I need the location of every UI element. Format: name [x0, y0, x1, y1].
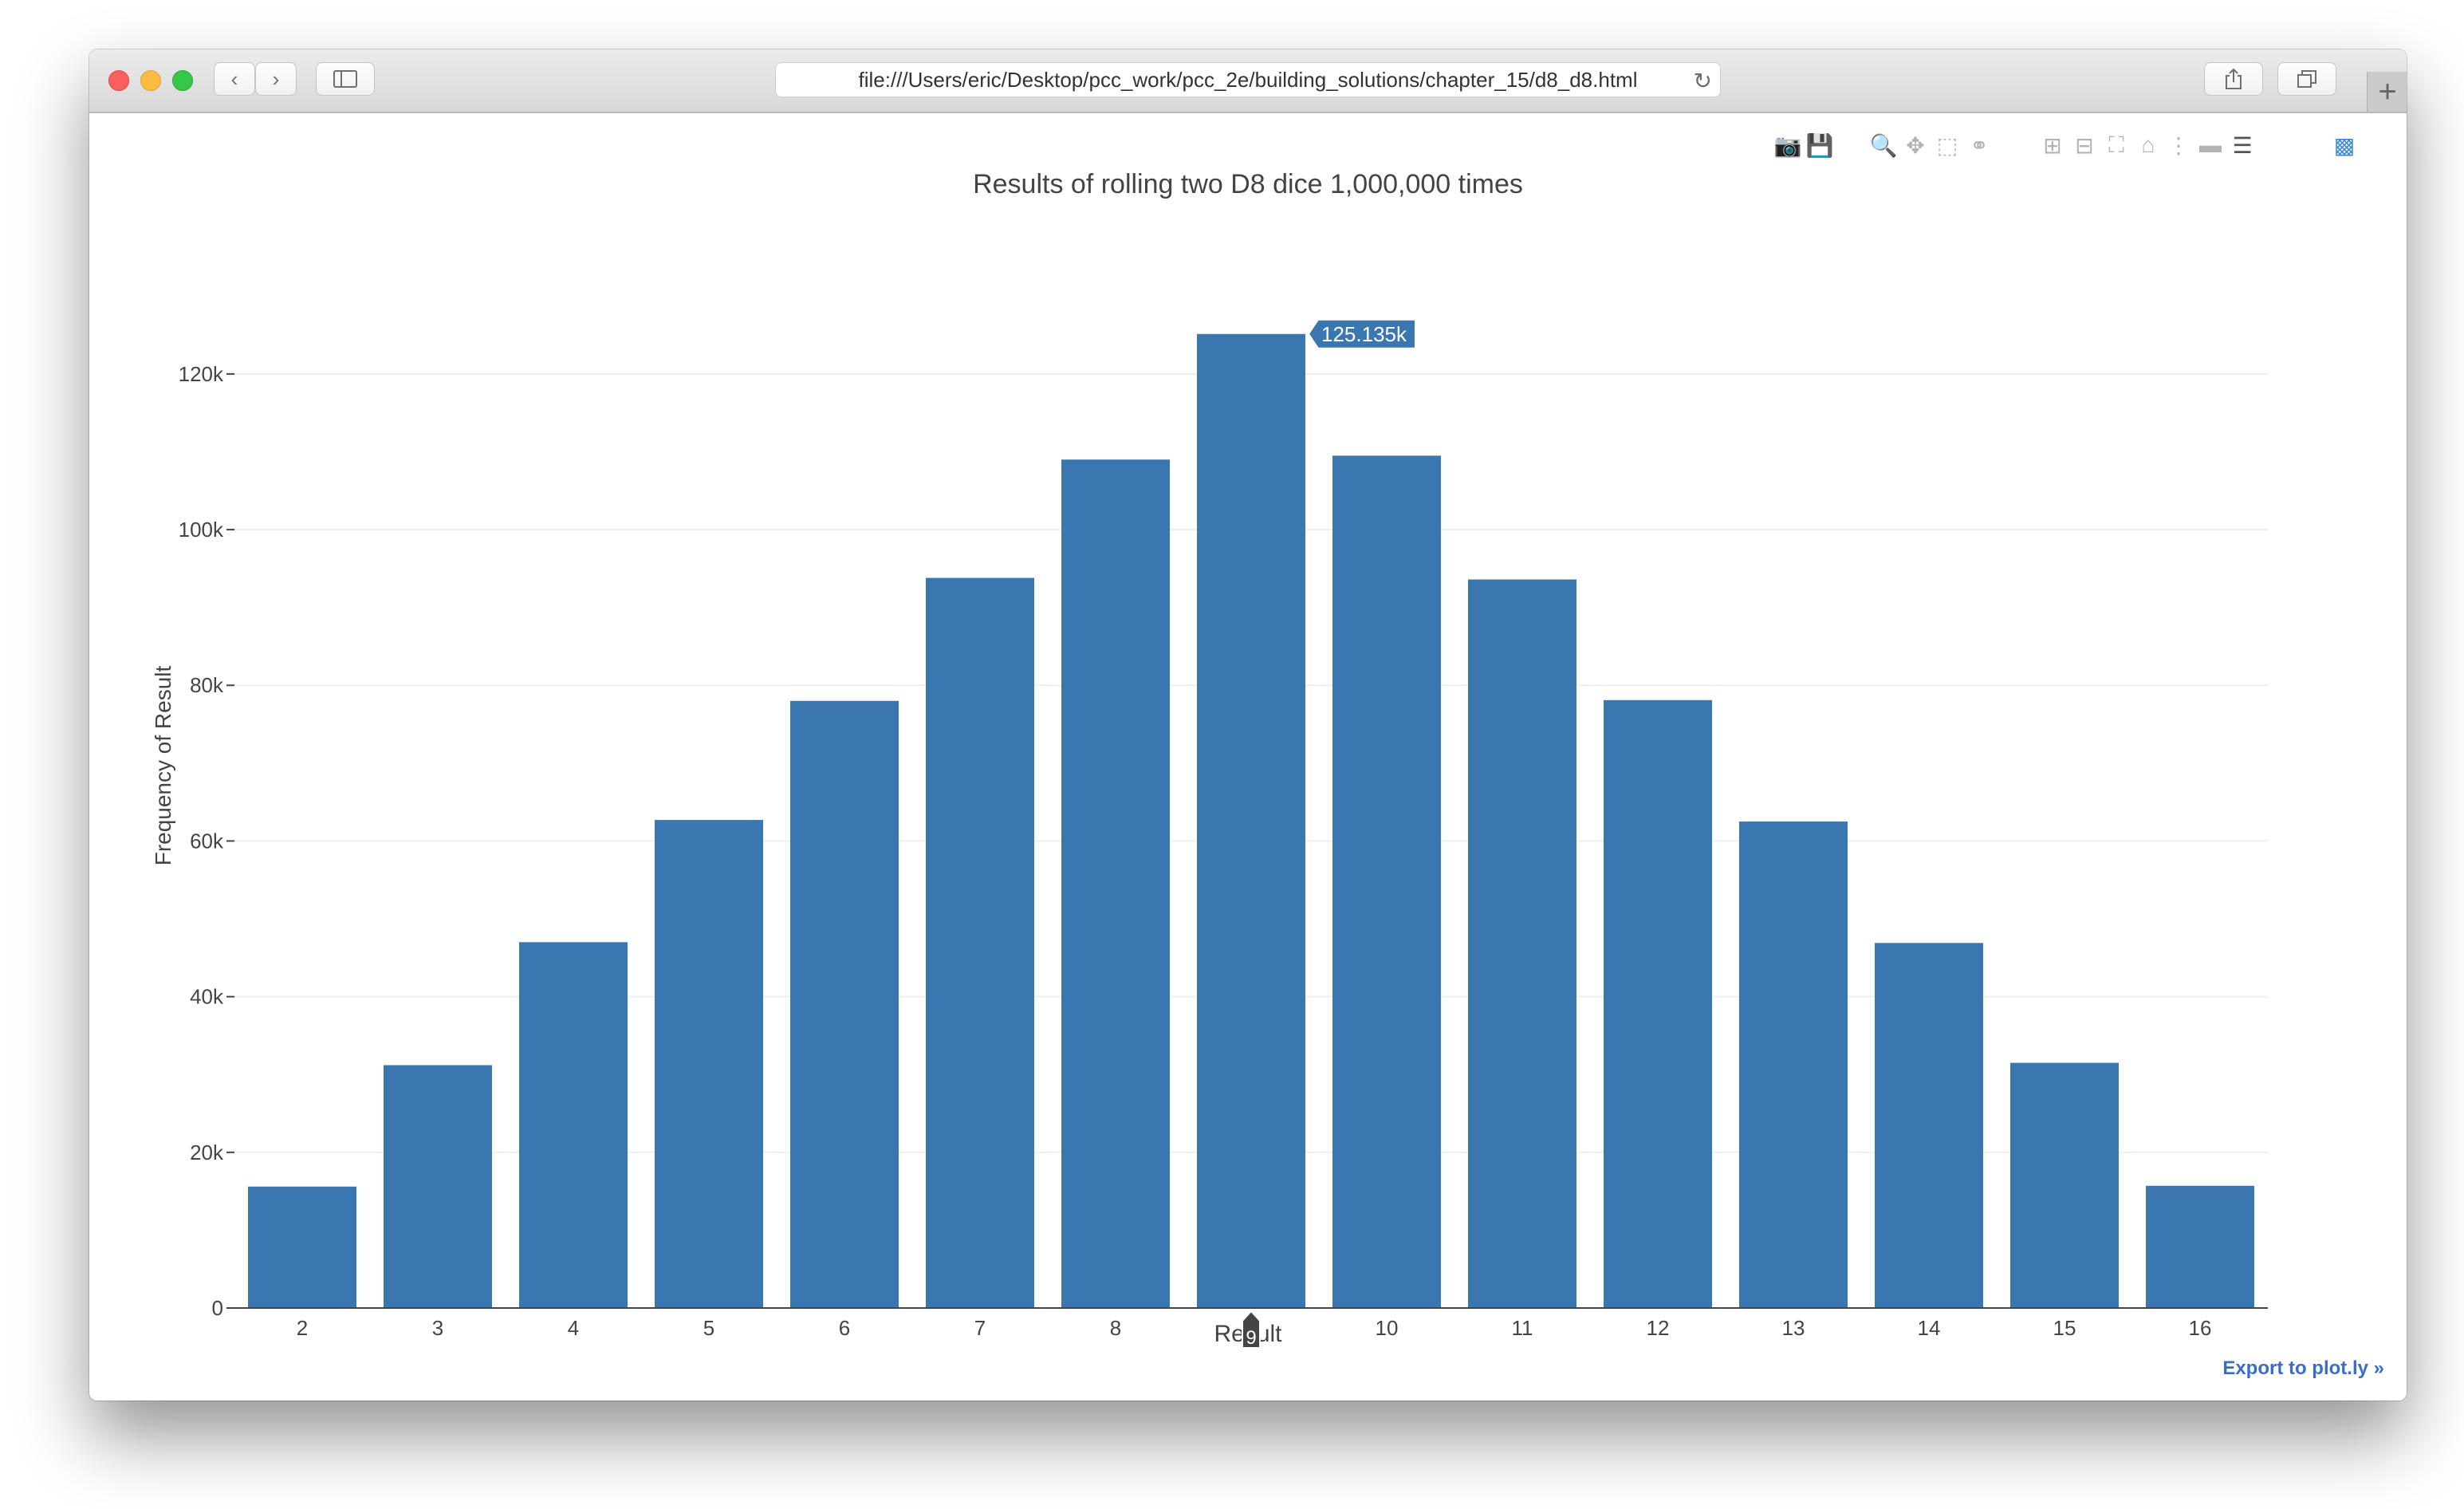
x-tick-label: 11 [1512, 1316, 1533, 1340]
y-tick-label: 80k [190, 673, 224, 697]
plot-modebar-select: 🔍 ✥ ⬚ ⚭ [1868, 129, 1995, 161]
sidebar-icon [333, 70, 357, 88]
x-tick-label: 2 [297, 1316, 308, 1340]
bar-11 [1468, 579, 1576, 1308]
y-tick-label: 20k [190, 1141, 224, 1164]
save-icon[interactable]: 💾 [1805, 132, 1834, 158]
x-tick-label: 12 [1647, 1316, 1670, 1340]
x-tick-label: 10 [1376, 1316, 1399, 1340]
hover-x-label: 9 [1246, 1327, 1256, 1349]
spike-lines-icon[interactable]: ⋮ [2167, 132, 2190, 158]
x-tick-label: 13 [1782, 1316, 1805, 1340]
bar-15 [2010, 1062, 2119, 1308]
minimize-window-button[interactable] [140, 70, 161, 91]
hover-closest-icon[interactable]: ▬ [2199, 132, 2222, 157]
camera-icon[interactable]: 📷 [1773, 132, 1802, 158]
tabs-icon [2297, 70, 2316, 88]
plot-modebar-hover: ⋮ ▬ ☰ [2163, 129, 2258, 161]
bar-16 [2146, 1185, 2254, 1308]
bar-chart: Results of rolling two D8 dice 1,000,000… [151, 169, 2268, 1349]
hover-compare-icon[interactable]: ☰ [2232, 132, 2253, 158]
tabs-overview-button[interactable] [2277, 62, 2336, 96]
sidebar-button[interactable] [316, 62, 375, 96]
browser-window: ‹ › file:///Users/eric/Desktop/pcc_work/… [89, 49, 2407, 1401]
plot-modebar: 📷 💾 [1772, 129, 1836, 161]
export-to-plotly-link[interactable]: Export to plot.ly » [2222, 1357, 2384, 1379]
y-tick-label: 40k [190, 985, 224, 1009]
hover-x-box [1242, 1310, 1261, 1349]
x-tick-label: 16 [2189, 1316, 2212, 1340]
y-tick-label: 120k [179, 362, 224, 386]
bar-8 [1061, 459, 1170, 1308]
autoscale-icon[interactable]: ⛶ [2108, 132, 2124, 157]
bar-3 [384, 1065, 492, 1308]
zoom-window-button[interactable] [172, 70, 193, 91]
plot-modebar-zoom: ⊞ ⊟ ⛶ ⌂ [2037, 129, 2164, 161]
share-button[interactable] [2204, 62, 2263, 96]
bar-5 [655, 820, 763, 1308]
hover-value-box [1307, 318, 1416, 349]
back-button[interactable]: ‹ [214, 62, 255, 96]
reload-icon[interactable]: ↻ [1693, 69, 1712, 93]
bar-13 [1739, 821, 1848, 1308]
x-tick-label: 15 [2053, 1316, 2076, 1340]
box-select-icon[interactable]: ⬚ [1936, 132, 1958, 158]
y-tick-label: 0 [212, 1296, 223, 1320]
y-tick-label: 60k [190, 829, 224, 853]
y-axis-title: Frequency of Result [151, 666, 175, 866]
zoom-out-icon[interactable]: ⊟ [2075, 132, 2094, 158]
zoom-icon[interactable]: 🔍 [1869, 132, 1898, 158]
axes: 0 20k 40k 60k 80k 100k 120k 2 3 4 5 6 7 8 10 11 12 13 14 15… [179, 362, 2268, 1340]
x-tick-label: 8 [1110, 1316, 1121, 1340]
bar-6 [790, 700, 899, 1308]
bar-9 [1197, 333, 1305, 1308]
bars [248, 333, 2254, 1308]
hover-labels: 125.135k 9 [1242, 318, 1416, 1349]
new-tab-button[interactable]: + [2367, 72, 2407, 112]
address-bar[interactable]: file:///Users/eric/Desktop/pcc_work/pcc_… [775, 62, 1721, 97]
bar-10 [1332, 455, 1441, 1308]
reset-axes-icon[interactable]: ⌂ [2141, 132, 2155, 157]
chevron-right-icon: › [272, 66, 280, 91]
bar-4 [519, 942, 628, 1308]
close-window-button[interactable] [108, 70, 129, 91]
x-tick-label: 5 [703, 1316, 714, 1340]
plot-modebar-logo: ▩ [2328, 129, 2360, 161]
x-tick-label: 14 [1918, 1316, 1941, 1340]
y-tick-label: 100k [179, 518, 224, 542]
x-tick-label: 4 [568, 1316, 579, 1340]
title-bar: ‹ › file:///Users/eric/Desktop/pcc_work/… [89, 49, 2407, 113]
plus-icon: + [2378, 73, 2397, 109]
x-tick-label: 6 [839, 1316, 850, 1340]
hover-value-label: 125.135k [1321, 322, 1407, 346]
chart-title: Results of rolling two D8 dice 1,000,000… [973, 169, 1523, 199]
bar-12 [1604, 699, 1712, 1308]
share-icon [2226, 68, 2242, 89]
lasso-select-icon[interactable]: ⚭ [1970, 132, 1989, 158]
bar-2 [248, 1186, 356, 1308]
bar-7 [926, 577, 1034, 1308]
page-content: 📷 💾 🔍 ✥ ⬚ ⚭ ⊞ ⊟ ⛶ ⌂ ⋮ ▬ ☰ ▩ Results of r… [89, 113, 2407, 1401]
x-tick-label: 3 [432, 1316, 443, 1340]
pan-icon[interactable]: ✥ [1906, 132, 1925, 158]
x-tick-label: 7 [974, 1316, 986, 1340]
zoom-in-icon[interactable]: ⊞ [2043, 132, 2062, 158]
plotly-logo-icon[interactable]: ▩ [2333, 132, 2356, 158]
forward-button[interactable]: › [255, 62, 297, 96]
chevron-left-icon: ‹ [230, 66, 238, 91]
bar-14 [1875, 943, 1983, 1308]
url-text: file:///Users/eric/Desktop/pcc_work/pcc_… [858, 67, 1638, 92]
